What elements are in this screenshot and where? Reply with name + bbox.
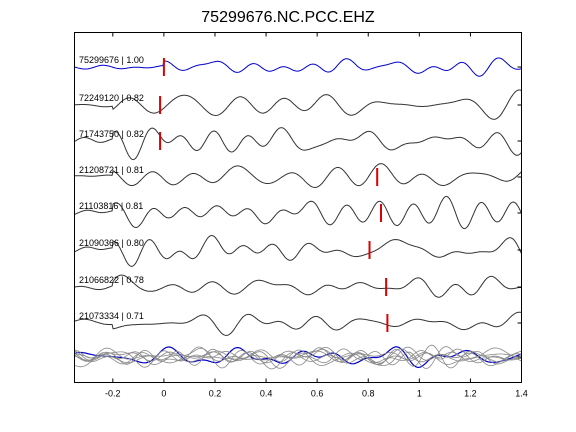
stack-line-4: [74, 347, 522, 369]
x-axis: -0.2 0 0.2 0.4 0.6 0.8 1 1.2 1.4: [105, 32, 528, 399]
trace-label-5: 21090366 | 0.80: [79, 238, 144, 248]
trace-label-1: 72249120 | 0.82: [79, 93, 144, 103]
x-tick-label-7: 1.2: [464, 389, 477, 399]
trace-line-4: [74, 195, 522, 230]
x-tick-label-4: 0.6: [311, 389, 324, 399]
stack-line-3: [74, 346, 522, 369]
x-tick-label-3: 0.4: [260, 389, 273, 399]
stack-line-7: [74, 346, 522, 368]
trace-line-1: [74, 89, 522, 120]
stack-line-6: [74, 346, 522, 369]
trace-label-3: 21208721 | 0.81: [79, 165, 144, 175]
trace-line-2: [74, 127, 522, 161]
x-tick-label-1: 0: [161, 389, 166, 399]
x-tick-label-2: 0.2: [209, 389, 222, 399]
trace-line-6: [74, 274, 522, 298]
trace-line-5: [74, 234, 522, 267]
trace-label-4: 21103816 | 0.81: [79, 201, 143, 211]
axes-frame: [74, 32, 522, 383]
trace-group: 75299676 | 1.00 72249120 | 0.82 71743750 |…: [74, 55, 522, 336]
trace-label-0: 75299676 | 1.00: [79, 55, 144, 65]
stack-line-2: [74, 344, 522, 369]
x-tick-label-6: 1: [417, 389, 422, 399]
x-tick-label-5: 0.8: [362, 389, 375, 399]
x-tick-label-8: 1.4: [515, 389, 528, 399]
y-tick-marks: [517, 66, 522, 358]
trace-line-0: [74, 57, 522, 77]
chart-title: 75299676.NC.PCC.EHZ: [201, 9, 375, 26]
x-tick-label-0: -0.2: [105, 389, 121, 399]
trace-label-7: 21073334 | 0.71: [79, 311, 144, 321]
trace-line-3: [74, 163, 522, 189]
trace-label-2: 71743750 | 0.82: [79, 129, 144, 139]
trace-line-7: [74, 311, 522, 336]
stack-line-5: [74, 347, 522, 368]
stack-panel: [74, 344, 522, 370]
trace-label-6: 21066822 | 0.78: [79, 275, 144, 285]
